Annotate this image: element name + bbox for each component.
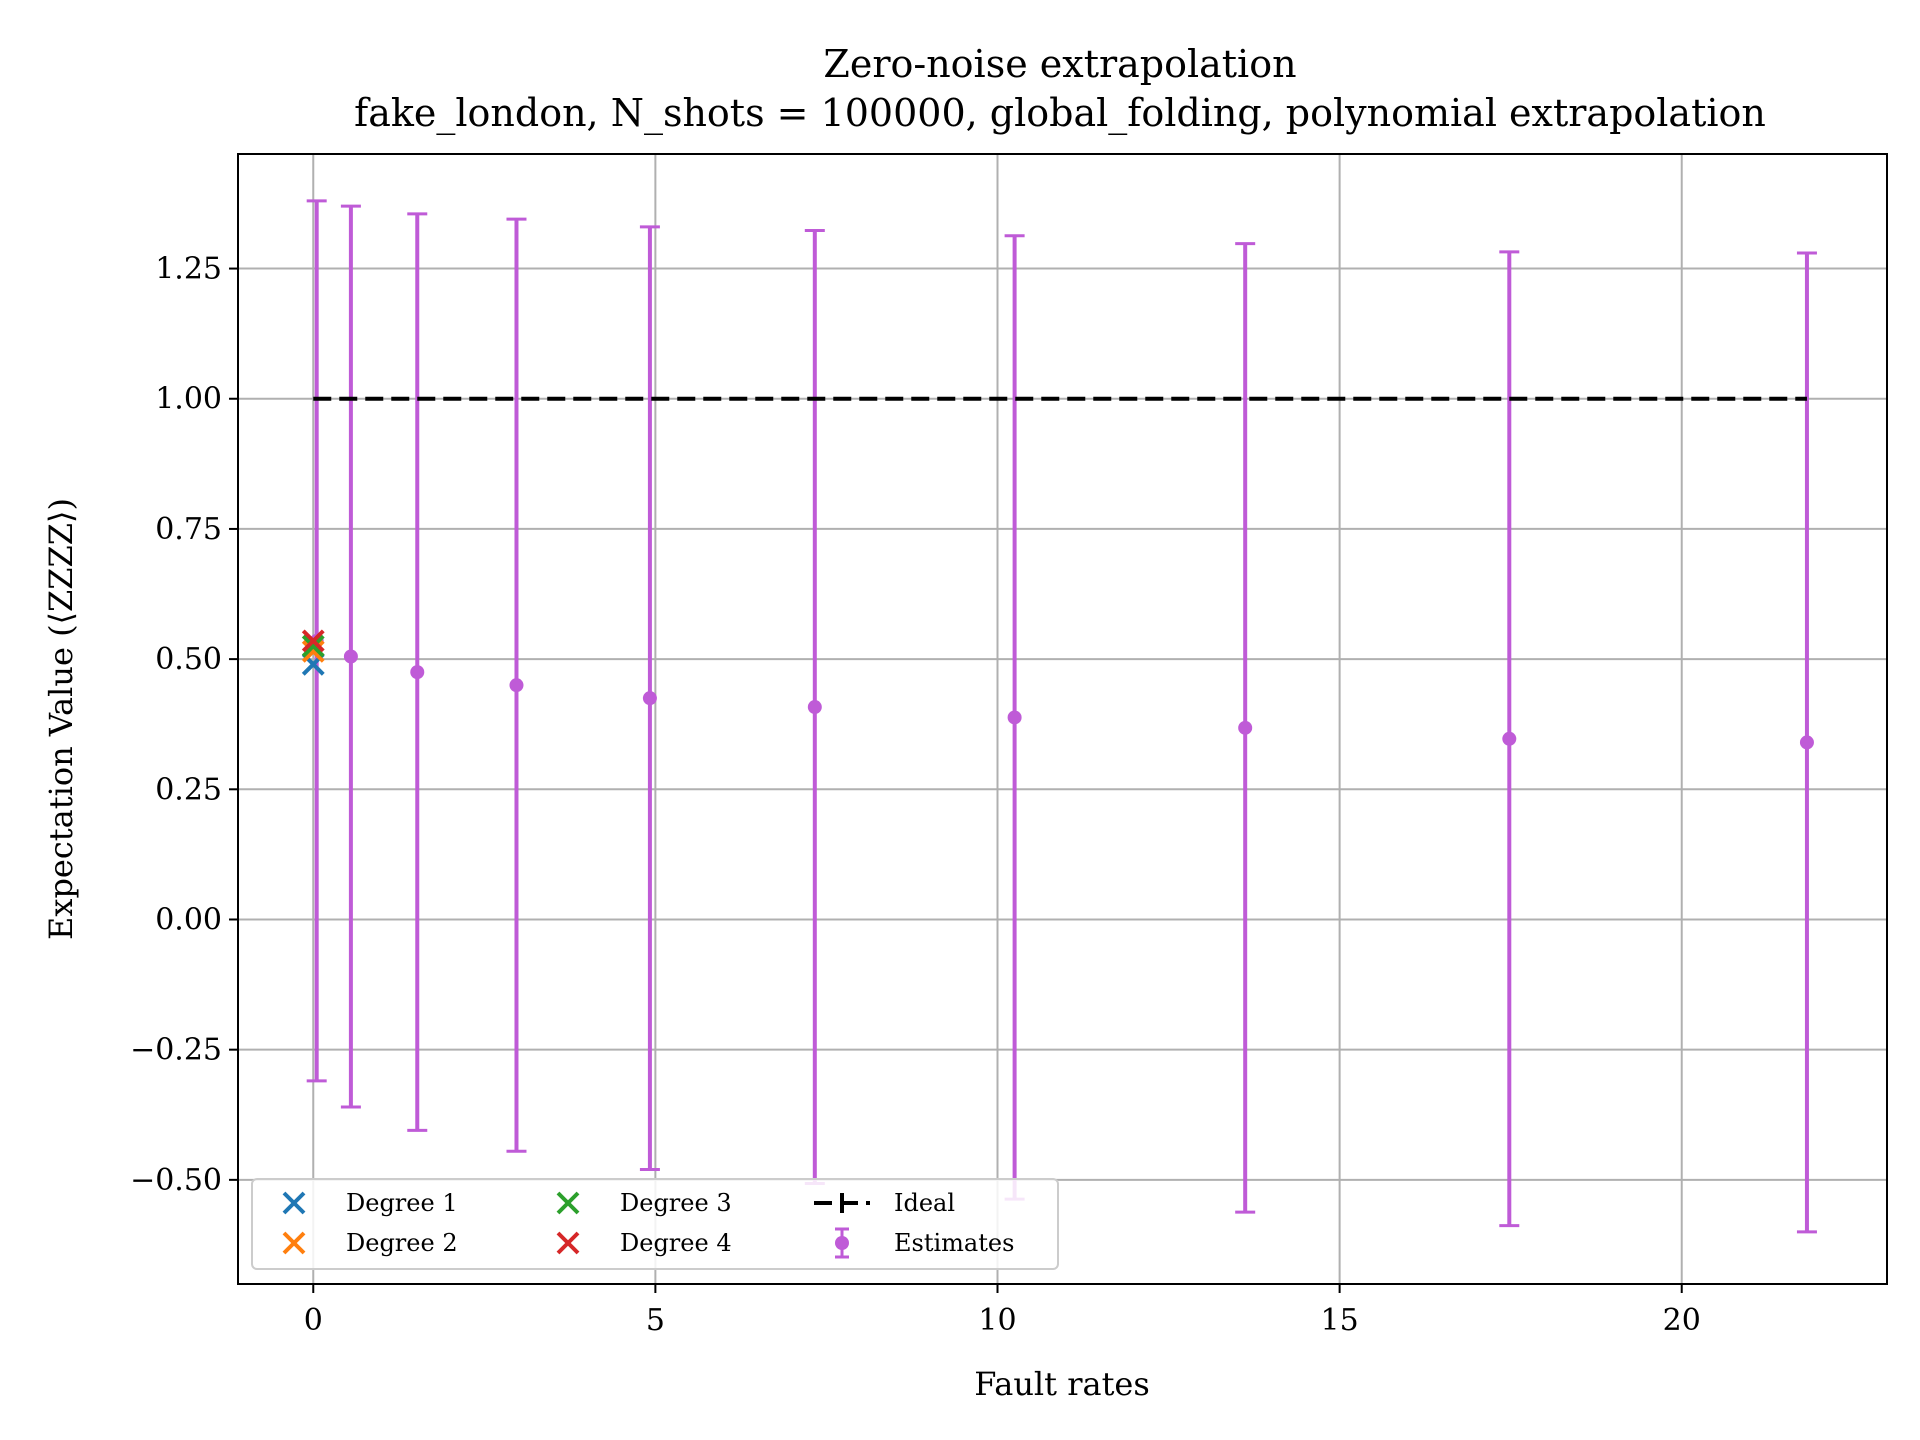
- y-tick-label: −0.25: [130, 1033, 222, 1068]
- x-axis-label: Fault rates: [974, 1365, 1150, 1403]
- y-tick-label: 0.00: [155, 902, 222, 937]
- estimate-point: [642, 691, 657, 706]
- estimate-point: [343, 649, 358, 664]
- y-tick-label: 0.50: [155, 642, 222, 677]
- y-tick-label: 1.00: [155, 382, 222, 417]
- legend-label: Estimates: [894, 1229, 1014, 1257]
- legend-marker: [556, 1191, 580, 1215]
- estimate-point: [1502, 731, 1517, 746]
- legend-label: Degree 3: [620, 1189, 732, 1217]
- degree-marker-degree-4: [301, 629, 325, 653]
- y-tick-label: 0.25: [155, 772, 222, 807]
- legend-label: Ideal: [894, 1189, 955, 1217]
- x-tick-label: 15: [1321, 1303, 1359, 1338]
- x-tick-label: 0: [304, 1303, 323, 1338]
- x-tick-label: 10: [978, 1303, 1016, 1338]
- x-marker-stroke: [301, 629, 325, 653]
- y-tick-label: 1.25: [155, 252, 222, 287]
- estimate-point: [1238, 720, 1253, 735]
- x-marker-stroke: [301, 634, 325, 658]
- x-marker-stroke: [282, 1191, 306, 1215]
- legend-point: [835, 1236, 849, 1250]
- legend-label: Degree 2: [346, 1229, 458, 1257]
- estimate-point: [1799, 735, 1814, 750]
- chart-title: Zero-noise extrapolation: [823, 42, 1296, 86]
- plot-marks: [301, 199, 1817, 1234]
- estimate-point: [509, 678, 524, 693]
- y-tick-label: 0.75: [155, 512, 222, 547]
- grid-lines: [238, 154, 1887, 1284]
- plot-frame: [237, 153, 1888, 1285]
- degree-marker-degree-3: [301, 634, 325, 658]
- chart-subtitle: fake_london, N_shots = 100000, global_fo…: [354, 91, 1766, 136]
- axis-ticks: 0 5 10 15 20 −0.50 −0.25 0.00 0.25 0.50 0.75 1.00 1.…: [130, 252, 1701, 1338]
- x-marker-stroke: [282, 1231, 306, 1255]
- y-axis-label: Expectation Value (⟨ZZZZ⟩): [42, 498, 80, 940]
- x-tick-label: 5: [646, 1303, 665, 1338]
- legend-marker: [282, 1231, 306, 1255]
- legend-label: Degree 1: [346, 1189, 458, 1217]
- x-tick-label: 20: [1663, 1303, 1701, 1338]
- legend-label: Degree 4: [620, 1229, 732, 1257]
- estimate-point: [807, 700, 822, 715]
- legend-marker: [282, 1191, 306, 1215]
- estimate-point: [1007, 710, 1022, 725]
- degree-marker-degree-2: [301, 639, 325, 663]
- legend-marker: [556, 1231, 580, 1255]
- legend: Degree 1 Degree 2 Degree 3 Degree 4 Ideal Est…: [251, 1178, 1059, 1270]
- y-tick-label: −0.50: [130, 1163, 222, 1198]
- estimate-point: [410, 665, 425, 680]
- x-marker-stroke: [556, 1231, 580, 1255]
- x-marker-stroke: [556, 1191, 580, 1215]
- x-marker-stroke: [301, 639, 325, 663]
